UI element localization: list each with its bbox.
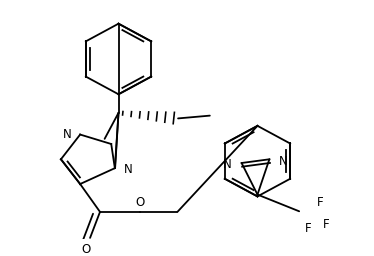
Text: O: O — [82, 243, 91, 256]
Text: N: N — [62, 128, 71, 141]
Text: F: F — [317, 196, 324, 208]
Text: O: O — [135, 196, 144, 209]
Text: N: N — [223, 158, 232, 171]
Text: F: F — [323, 218, 329, 231]
Text: F: F — [305, 221, 312, 234]
Text: N: N — [279, 155, 288, 168]
Text: N: N — [124, 163, 132, 176]
